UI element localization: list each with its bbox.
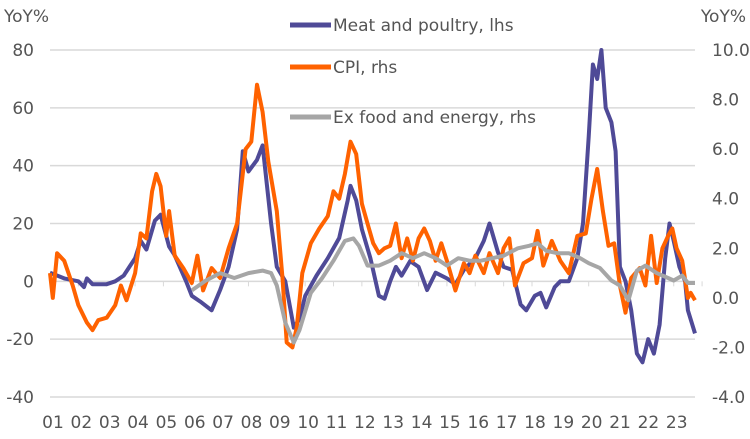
y-right-tick-label: 6.0 <box>712 140 739 160</box>
y-left-tick-label: 20 <box>12 215 34 235</box>
x-tick-label: 23 <box>666 413 688 433</box>
x-tick-label: 06 <box>184 413 206 433</box>
y-left-tick-label: -20 <box>6 330 34 350</box>
y-left-tick-label: -40 <box>6 388 34 408</box>
y-right-tick-label: 8.0 <box>712 91 739 111</box>
x-tick-label: 07 <box>212 413 234 433</box>
y-left-tick-label: 60 <box>12 99 34 119</box>
x-tick-label: 17 <box>496 413 518 433</box>
x-tick-label: 10 <box>297 413 319 433</box>
x-tick-label: 03 <box>99 413 121 433</box>
left-axis-label: YoY% <box>3 7 49 27</box>
series-line-1 <box>48 82 697 350</box>
right-axis-ticks: 10.0 8.0 6.0 4.0 2.0 0.0 -2.0 -4.0 <box>712 41 750 408</box>
x-tick-label: 18 <box>524 413 546 433</box>
x-tick-label: 13 <box>382 413 404 433</box>
x-tick-label: 21 <box>609 413 631 433</box>
gridlines <box>50 49 695 398</box>
y-left-tick-label: 0 <box>23 272 34 292</box>
y-right-tick-label: -2.0 <box>712 338 745 358</box>
x-tick-label: 20 <box>581 413 603 433</box>
x-tick-label: 15 <box>439 413 461 433</box>
legend-label: Meat and poultry, lhs <box>333 16 514 36</box>
legend: Meat and poultry, lhs CPI, rhs Ex food and… <box>290 16 536 128</box>
x-tick-label: 05 <box>156 413 178 433</box>
series-line-0 <box>49 48 697 365</box>
x-tick-label: 22 <box>638 413 660 433</box>
legend-label: CPI, rhs <box>333 58 397 78</box>
y-right-tick-label: 4.0 <box>712 190 739 210</box>
y-right-tick-label: -4.0 <box>712 388 745 408</box>
series-line-2 <box>190 236 695 345</box>
y-left-tick-label: 80 <box>12 41 34 61</box>
left-axis-ticks: 80 60 40 20 0 -20 -40 <box>6 41 34 408</box>
legend-label: Ex food and energy, rhs <box>333 108 536 128</box>
x-tick-label: 14 <box>411 413 433 433</box>
y-right-tick-label: 2.0 <box>712 239 739 259</box>
x-tick-label: 12 <box>354 413 376 433</box>
x-tick-label: 08 <box>241 413 263 433</box>
y-right-tick-label: 0.0 <box>712 289 739 309</box>
series-lines <box>48 48 697 365</box>
y-left-tick-label: 40 <box>12 157 34 177</box>
x-tick-label: 02 <box>71 413 93 433</box>
x-tick-label: 09 <box>269 413 291 433</box>
x-tick-label: 11 <box>326 413 348 433</box>
right-axis-label: YoY% <box>700 7 746 27</box>
x-tick-label: 04 <box>127 413 149 433</box>
x-axis-ticks: 01 02 03 04 05 06 07 08 09 10 11 12 13 14 15 16 17 18 19 20… <box>42 281 703 433</box>
x-tick-label: 01 <box>42 413 64 433</box>
y-right-tick-label: 10.0 <box>712 41 750 61</box>
x-tick-label: 16 <box>467 413 489 433</box>
x-tick-label: 19 <box>553 413 575 433</box>
